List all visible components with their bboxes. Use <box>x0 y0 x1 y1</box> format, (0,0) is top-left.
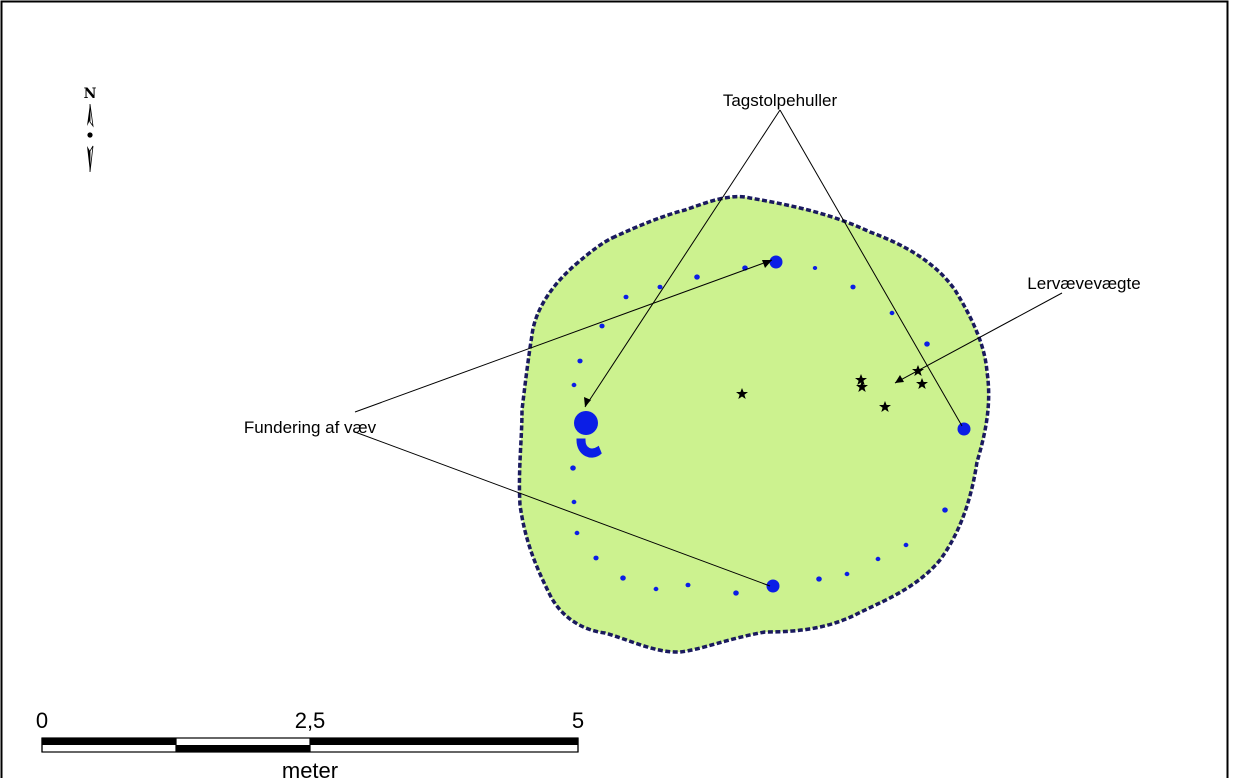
roof-posthole-east <box>957 422 971 436</box>
scale-segment-1 <box>42 738 176 745</box>
loom-posthole-south <box>766 579 780 593</box>
loom-foundation-label: Fundering af væv <box>244 418 377 437</box>
leader-lines <box>354 109 1063 587</box>
scale-unit: meter <box>282 758 338 778</box>
scale-bar: 0 2,5 5 meter <box>36 708 584 778</box>
leader-arrowheads <box>584 260 904 407</box>
north-arrow-center <box>87 132 93 138</box>
roof-posthole-north <box>769 255 783 269</box>
scale-segment-3 <box>310 738 578 745</box>
house-outline <box>517 194 991 654</box>
north-label: N <box>84 86 97 102</box>
loom-weights-label: Lervævevægte <box>1027 274 1140 293</box>
scale-tick-2-5: 2,5 <box>295 708 326 733</box>
scale-segment-2 <box>176 745 310 752</box>
loom-foundation-feature <box>576 438 602 458</box>
scale-tick-0: 0 <box>36 708 48 733</box>
scale-tick-5: 5 <box>572 708 584 733</box>
north-arrow: N <box>84 86 97 173</box>
wall-postholes <box>570 265 948 596</box>
roof-posts-label: Tagstolpehuller <box>723 91 838 110</box>
roof-posthole-west <box>574 411 598 435</box>
